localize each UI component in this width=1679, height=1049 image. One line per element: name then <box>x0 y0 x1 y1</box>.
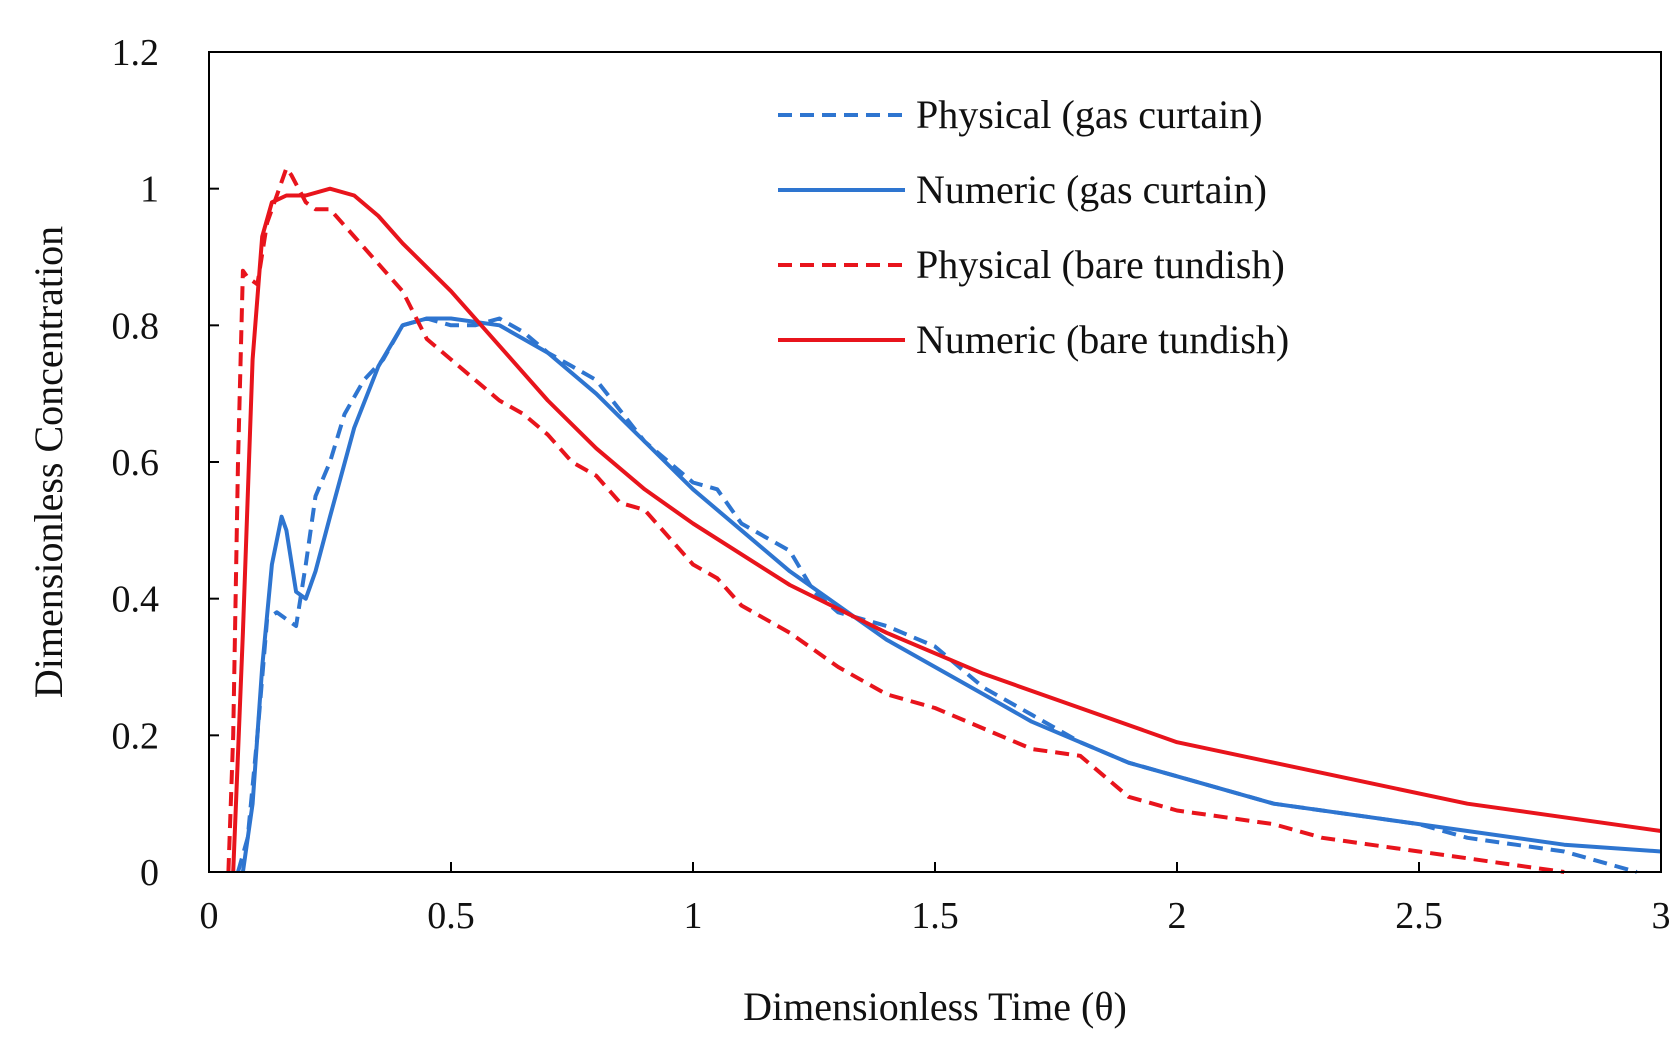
x-tick-label: 3 <box>1652 895 1671 937</box>
y-tick-label: 1 <box>140 169 159 211</box>
series-line-3 <box>226 166 1565 874</box>
legend-label: Physical (gas curtain) <box>916 92 1263 137</box>
series-line-1 <box>236 316 1638 874</box>
y-tick-label: 0.4 <box>112 579 160 621</box>
x-tick-label: 1 <box>684 895 703 937</box>
series-line-2 <box>240 316 1662 873</box>
y-tick-label: 1.2 <box>112 32 160 74</box>
x-axis-ticks: 0 0.5 1 1.5 2 2.5 3 <box>200 862 1671 937</box>
y-tick-label: 0 <box>140 852 159 894</box>
legend: Physical (gas curtain) Numeric (gas curta… <box>778 92 1289 362</box>
series-layer <box>226 166 1662 874</box>
series-line-4 <box>231 186 1662 873</box>
y-axis-title: Dimensionless Concentration <box>26 226 71 698</box>
x-tick-label: 0.5 <box>427 895 475 937</box>
legend-label: Physical (bare tundish) <box>916 242 1285 287</box>
y-tick-label: 0.6 <box>112 442 160 484</box>
x-tick-label: 2 <box>1168 895 1187 937</box>
y-axis-ticks: 0 0.2 0.4 0.6 0.8 1 1.2 <box>112 32 219 894</box>
x-tick-label: 1.5 <box>911 895 959 937</box>
y-tick-label: 0.8 <box>112 305 160 347</box>
y-tick-label: 0.2 <box>112 715 160 757</box>
x-axis-title: Dimensionless Time (θ) <box>743 984 1127 1029</box>
x-tick-label: 0 <box>200 895 219 937</box>
x-tick-label: 2.5 <box>1395 895 1443 937</box>
legend-label: Numeric (bare tundish) <box>916 317 1289 362</box>
legend-label: Numeric (gas curtain) <box>916 167 1267 212</box>
